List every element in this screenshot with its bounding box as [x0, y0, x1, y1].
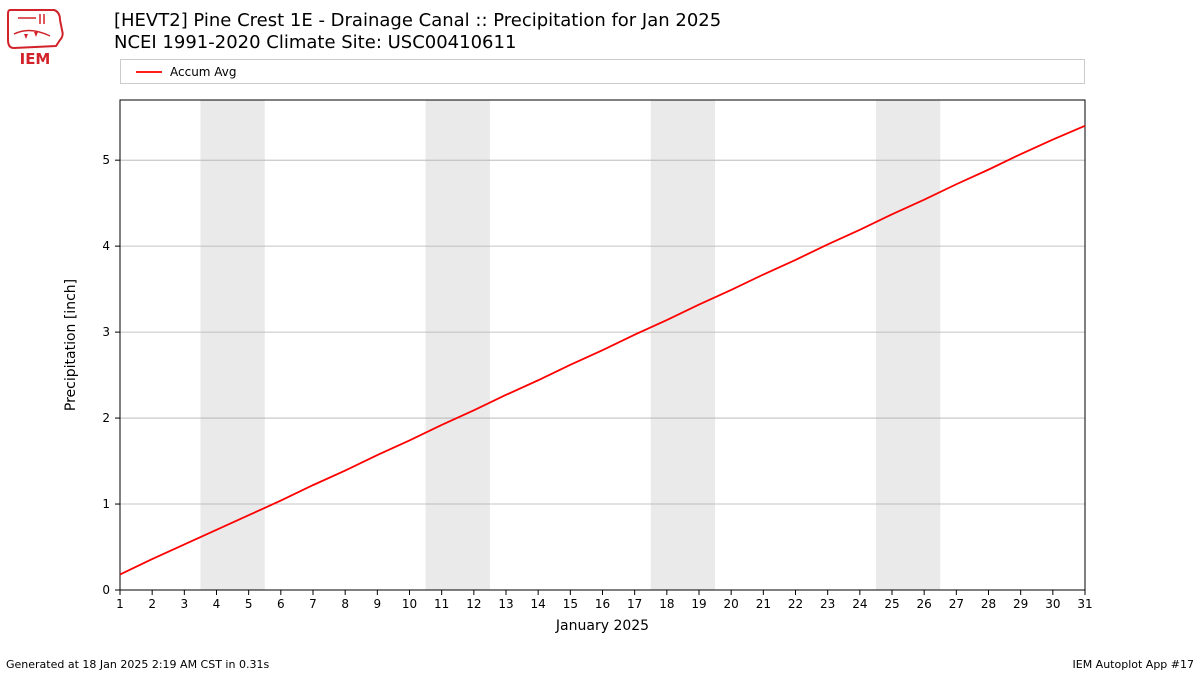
legend-label: Accum Avg: [170, 65, 237, 79]
x-tick-label: 29: [1013, 597, 1028, 611]
x-tick-label: 14: [531, 597, 546, 611]
x-tick-label: 30: [1045, 597, 1060, 611]
x-tick-label: 24: [852, 597, 867, 611]
weekend-band: [426, 100, 490, 590]
weekend-band: [876, 100, 940, 590]
chart-title-line1: [HEVT2] Pine Crest 1E - Drainage Canal :…: [114, 10, 721, 31]
x-tick-label: 25: [884, 597, 899, 611]
x-tick-label: 5: [245, 597, 253, 611]
x-tick-label: 27: [949, 597, 964, 611]
x-tick-label: 9: [374, 597, 382, 611]
logo-text: IEM: [20, 50, 51, 68]
x-tick-label: 1: [116, 597, 124, 611]
x-tick-label: 22: [788, 597, 803, 611]
x-tick-label: 6: [277, 597, 285, 611]
x-tick-label: 13: [498, 597, 513, 611]
x-tick-label: 10: [402, 597, 417, 611]
logo-iem: IEM: [8, 10, 63, 68]
x-tick-label: 11: [434, 597, 449, 611]
footer-left: Generated at 18 Jan 2025 2:19 AM CST in …: [6, 658, 269, 671]
x-tick-label: 8: [341, 597, 349, 611]
x-tick-label: 28: [981, 597, 996, 611]
chart-svg: IEM [HEVT2] Pine Crest 1E - Drainage Cana…: [0, 0, 1200, 675]
x-tick-label: 19: [691, 597, 706, 611]
y-tick-label: 2: [102, 411, 110, 425]
x-tick-label: 3: [181, 597, 189, 611]
x-tick-label: 26: [917, 597, 932, 611]
footer-right: IEM Autoplot App #17: [1073, 658, 1195, 671]
x-tick-label: 2: [148, 597, 156, 611]
chart-title-line2: NCEI 1991-2020 Climate Site: USC00410611: [114, 32, 516, 53]
legend-box: [121, 60, 1085, 84]
y-tick-label: 5: [102, 153, 110, 167]
weekend-band: [651, 100, 715, 590]
x-tick-label: 20: [724, 597, 739, 611]
y-tick-label: 4: [102, 239, 110, 253]
x-tick-label: 17: [627, 597, 642, 611]
x-tick-label: 12: [466, 597, 481, 611]
y-axis-label: Precipitation [inch]: [63, 279, 79, 411]
x-tick-label: 31: [1077, 597, 1092, 611]
x-tick-label: 18: [659, 597, 674, 611]
x-tick-label: 21: [756, 597, 771, 611]
x-axis-label: January 2025: [555, 618, 649, 634]
y-tick-label: 0: [102, 583, 110, 597]
weekend-band: [200, 100, 264, 590]
x-tick-label: 15: [563, 597, 578, 611]
y-tick-label: 1: [102, 497, 110, 511]
y-tick-label: 3: [102, 325, 110, 339]
x-tick-label: 16: [595, 597, 610, 611]
x-tick-label: 7: [309, 597, 317, 611]
x-tick-label: 23: [820, 597, 835, 611]
x-tick-label: 4: [213, 597, 221, 611]
